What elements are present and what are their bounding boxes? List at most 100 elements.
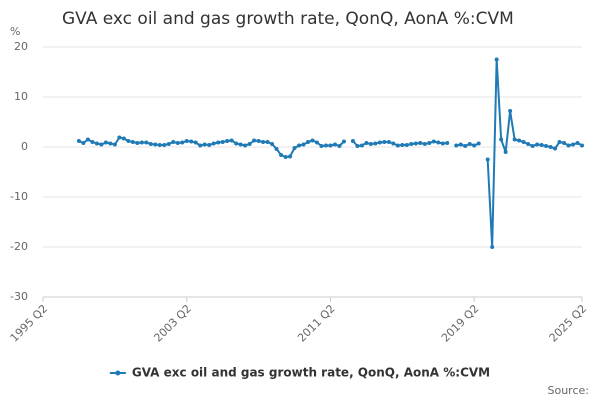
point: [283, 155, 288, 159]
point: [184, 139, 189, 143]
point: [553, 146, 558, 151]
point: [395, 143, 400, 148]
point: [422, 142, 427, 146]
point: [431, 139, 436, 144]
point: [130, 140, 135, 144]
point: [225, 139, 230, 143]
point: [314, 140, 319, 145]
point: [386, 140, 391, 144]
point: [175, 141, 180, 145]
point: [274, 147, 279, 151]
point: [166, 142, 171, 146]
point: [512, 137, 517, 142]
point: [261, 140, 266, 144]
point: [427, 141, 432, 145]
point: [288, 154, 293, 159]
point: [319, 144, 324, 148]
point: [243, 143, 248, 148]
point: [328, 143, 333, 148]
point: [368, 142, 373, 146]
point: [265, 140, 270, 144]
point: [153, 142, 158, 147]
point: [90, 140, 95, 144]
point: [144, 140, 149, 145]
point: [526, 142, 531, 146]
point: [418, 141, 423, 145]
point: [247, 142, 252, 146]
point: [350, 139, 355, 143]
y-tick-label: 20: [14, 40, 28, 53]
point: [508, 109, 513, 113]
point: [202, 142, 207, 147]
point: [503, 150, 508, 154]
point: [85, 137, 90, 142]
y-tick-label: 0: [21, 140, 28, 153]
point: [566, 143, 571, 148]
point: [256, 139, 261, 143]
x-tick-label: 2003 Q2: [151, 302, 194, 345]
point: [310, 138, 315, 143]
point: [355, 144, 360, 148]
point: [359, 143, 364, 148]
y-tick-label: -10: [10, 190, 28, 203]
point: [99, 142, 104, 147]
point: [337, 144, 342, 148]
point: [76, 139, 81, 143]
point: [571, 142, 576, 147]
y-tick-label: -20: [10, 240, 28, 253]
point: [467, 142, 472, 146]
point: [279, 153, 284, 157]
point: [112, 142, 117, 147]
point: [121, 136, 126, 141]
point: [490, 245, 495, 249]
series-line: [78, 59, 583, 248]
point: [139, 140, 144, 145]
source: Source:: [548, 384, 590, 397]
point: [436, 140, 441, 145]
point: [94, 141, 99, 146]
point: [207, 143, 212, 147]
point: [108, 141, 113, 146]
point: [404, 143, 409, 147]
point: [440, 141, 445, 146]
point: [301, 142, 306, 147]
point: [252, 138, 257, 143]
point: [341, 139, 346, 144]
point: [238, 142, 243, 147]
point: [323, 143, 328, 148]
y-tick-label: 10: [14, 90, 28, 103]
point: [472, 143, 477, 148]
point: [530, 144, 535, 148]
point: [157, 143, 162, 147]
x-tick-label: 2025 Q2: [547, 302, 590, 345]
point: [364, 141, 369, 145]
point: [517, 138, 522, 143]
point: [117, 135, 122, 140]
x-tick-label: 2011 Q2: [295, 302, 338, 345]
point: [103, 140, 108, 145]
point: [494, 57, 499, 62]
x-tick-label: 2019 Q2: [439, 302, 482, 345]
point: [126, 139, 131, 143]
point: [292, 146, 297, 150]
point: [382, 140, 387, 144]
point: [198, 143, 203, 148]
point: [557, 140, 562, 144]
point: [476, 141, 481, 146]
point: [162, 143, 167, 147]
point: [499, 137, 504, 142]
point: [445, 141, 450, 145]
point: [454, 143, 459, 148]
x-tick-label: 1995 Q2: [8, 302, 51, 345]
point: [548, 145, 553, 149]
point: [391, 141, 396, 146]
point: [216, 140, 221, 145]
point: [189, 139, 194, 144]
point: [463, 144, 468, 148]
point: [575, 141, 580, 145]
point: [535, 142, 540, 147]
point: [409, 142, 414, 146]
point: [332, 142, 337, 147]
point: [539, 143, 544, 147]
